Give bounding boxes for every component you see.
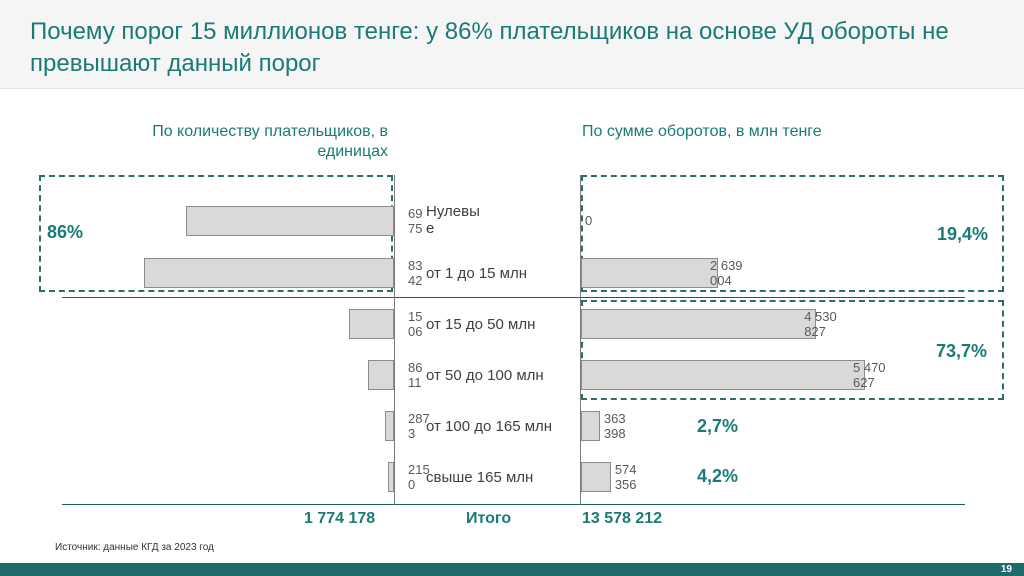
left-value-label: 215 0 — [408, 462, 430, 492]
center-right-axis — [580, 175, 581, 505]
right-value-label: 574 356 — [614, 462, 637, 492]
left-value-label: 86 11 — [408, 360, 423, 390]
right-group-box-top — [581, 175, 1004, 292]
left-bar — [385, 411, 394, 441]
right-percent-top: 19,4% — [937, 224, 989, 244]
left-bar — [368, 360, 394, 390]
left-bar — [144, 258, 394, 288]
category-label: свыше 165 млн — [426, 469, 534, 486]
totals-line — [62, 504, 965, 505]
right-chart-header: По сумме оборотов, в млн тенге — [582, 123, 822, 140]
right-percent-mid: 73,7% — [936, 341, 988, 361]
right-group-box-mid — [581, 300, 1004, 400]
right-value-label: 4 530 827 — [804, 309, 837, 339]
left-value-label: 83 42 — [408, 258, 423, 288]
right-bar — [581, 309, 817, 339]
left-total: 1 774 178 — [304, 510, 376, 527]
left-value-label: 287 3 — [408, 411, 430, 441]
footer-bar — [0, 563, 1024, 576]
category-label: Нулевы е — [426, 203, 480, 237]
category-label: от 15 до 50 млн — [426, 316, 536, 333]
source-note: Источник: данные КГД за 2023 год — [55, 542, 214, 553]
right-value-label: 363 398 — [603, 411, 626, 441]
category-label: от 1 до 15 млн — [426, 265, 528, 282]
right-percent-row6: 4,2% — [697, 466, 739, 486]
page-title: Почему порог 15 миллионов тенге: у 86% п… — [30, 18, 949, 77]
right-value-label: 2 639 004 — [710, 258, 743, 288]
left-bar — [387, 462, 394, 492]
title-bar: Почему порог 15 миллионов тенге: у 86% п… — [0, 0, 1024, 89]
right-percent-row5: 2,7% — [697, 416, 739, 436]
totals-label: Итого — [466, 510, 512, 527]
right-value-label: 0 — [585, 213, 593, 228]
center-left-axis — [394, 175, 395, 505]
category-label: от 50 до 100 млн — [426, 367, 544, 384]
right-bar — [581, 258, 718, 288]
right-value-label: 5 470 627 — [853, 360, 886, 390]
left-value-label: 15 06 — [408, 309, 423, 339]
left-bar — [348, 309, 394, 339]
left-group-percent: 86% — [47, 222, 84, 242]
left-value-label: 69 75 — [408, 206, 423, 236]
left-bar — [186, 206, 394, 236]
right-total: 13 578 212 — [582, 510, 663, 527]
right-bar — [581, 462, 611, 492]
category-label: от 100 до 165 млн — [426, 418, 553, 435]
left-chart-header: По количеству плательщиков, в единицах — [152, 123, 388, 160]
right-bar — [581, 411, 600, 441]
separator-line — [62, 297, 965, 298]
right-bar — [581, 360, 865, 390]
page-number: 19 — [1000, 564, 1012, 575]
